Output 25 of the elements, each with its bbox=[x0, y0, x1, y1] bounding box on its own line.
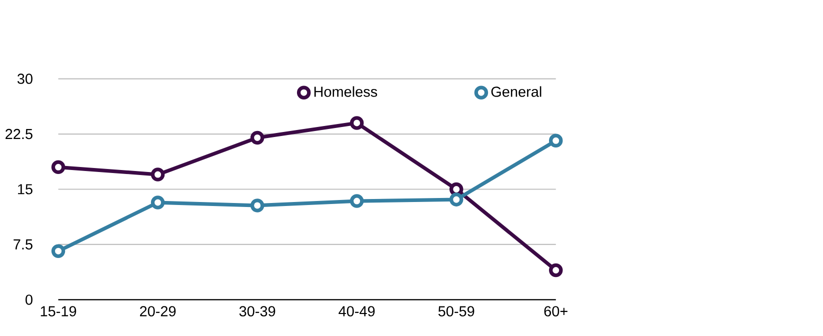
point bbox=[150, 196, 165, 210]
point bbox=[548, 134, 563, 148]
x-tick-label: 20-29 bbox=[140, 306, 176, 316]
point bbox=[449, 182, 464, 196]
point bbox=[449, 192, 464, 206]
x-tick-label: 60+ bbox=[544, 306, 568, 316]
y-tick-label: 0 bbox=[26, 294, 32, 305]
point bbox=[51, 244, 66, 258]
legend-label: General bbox=[491, 86, 542, 97]
y-tick-label: 30 bbox=[17, 74, 32, 84]
point bbox=[250, 198, 264, 212]
point bbox=[150, 168, 165, 182]
x-tick-label: 50-59 bbox=[438, 306, 474, 316]
x-tick-label: 30-39 bbox=[239, 306, 276, 316]
x-tick-label: 40-49 bbox=[338, 306, 375, 316]
x-tick-label: 15-19 bbox=[40, 306, 76, 316]
y-tick-label: 7.5 bbox=[14, 239, 32, 250]
point bbox=[250, 130, 264, 145]
y-tick-label: 15 bbox=[18, 184, 32, 194]
point bbox=[350, 116, 364, 130]
point bbox=[350, 194, 364, 208]
legend-label: Homeless bbox=[314, 86, 378, 97]
y-tick-label: 22.5 bbox=[6, 128, 32, 140]
point bbox=[51, 160, 66, 174]
point bbox=[548, 263, 563, 278]
